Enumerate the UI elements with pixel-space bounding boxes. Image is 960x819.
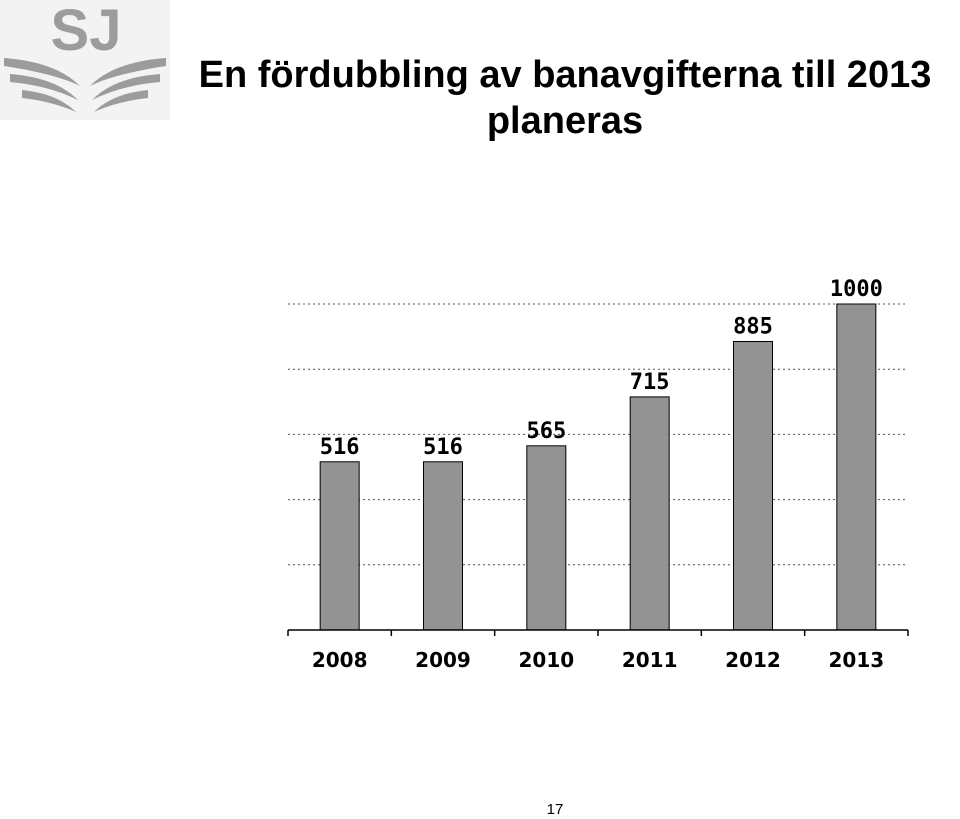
logo-wings-icon — [4, 58, 166, 112]
data-label-2011: 715 — [630, 370, 670, 395]
gridlines — [288, 303, 908, 566]
data-label-2010: 565 — [526, 419, 566, 444]
logo-letters: SJ — [51, 0, 122, 63]
x-tick-label-2012: 2012 — [725, 648, 781, 672]
bar-2009 — [423, 461, 463, 631]
x-tick-label-2009: 2009 — [415, 648, 471, 672]
bar-2008 — [319, 461, 360, 631]
logo-background — [0, 0, 170, 120]
x-tick-labels: 2008 2009 2010 2011 2012 2013 — [312, 648, 884, 672]
sj-logo: SJ — [0, 0, 170, 120]
x-tick-label-2008: 2008 — [312, 648, 368, 672]
page-number: 17 — [546, 801, 564, 818]
data-label-2008: 516 — [320, 435, 360, 460]
data-label-2012: 885 — [733, 314, 773, 339]
value-labels: 516 516 565 715 885 1000 — [320, 277, 883, 460]
data-label-2013: 1000 — [830, 277, 883, 302]
bar-2011 — [629, 396, 670, 631]
title-line-2: planeras — [486, 100, 644, 142]
bar-2013 — [836, 303, 877, 631]
bar-2010 — [526, 445, 567, 631]
x-tick-label-2011: 2011 — [622, 648, 678, 672]
x-axis — [287, 629, 909, 636]
title-line-1: En fördubbling av banavgifterna till 201… — [198, 54, 932, 96]
x-tick-label-2013: 2013 — [828, 648, 884, 672]
x-tick-label-2010: 2010 — [518, 648, 574, 672]
bar-2012 — [733, 340, 773, 631]
bars — [319, 303, 877, 631]
data-label-2009: 516 — [423, 435, 463, 460]
page-title: En fördubbling av banavgifterna till 201… — [175, 52, 955, 144]
